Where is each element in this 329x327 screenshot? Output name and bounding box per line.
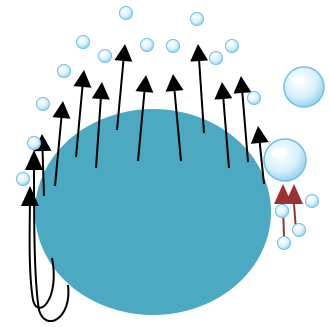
bubble-highlight xyxy=(271,148,287,158)
small-bubble xyxy=(27,136,41,150)
left-loop-arrowheads xyxy=(21,150,43,206)
arrow-shaft xyxy=(137,91,146,162)
small-bubble xyxy=(16,172,30,186)
bubble-highlight xyxy=(59,67,65,71)
arrow-shaft xyxy=(41,150,45,197)
arrow-shaft xyxy=(258,142,265,185)
bubble-highlight xyxy=(211,54,217,58)
small-bubble xyxy=(209,51,223,65)
arrowhead xyxy=(91,82,110,100)
small-bubble xyxy=(57,64,71,78)
small-bubble xyxy=(292,223,306,237)
arrowhead xyxy=(233,76,252,94)
bubble-highlight xyxy=(227,42,233,46)
bubble-highlight xyxy=(78,38,84,42)
small-bubble xyxy=(98,49,112,63)
small-bubble xyxy=(140,38,154,52)
bubble-highlight xyxy=(291,75,305,85)
bubble-highlight xyxy=(29,139,35,143)
large-bubble xyxy=(283,66,325,108)
small-bubble xyxy=(76,35,90,49)
upward-arrows xyxy=(33,44,269,197)
arrowhead xyxy=(52,101,71,119)
arrow-shaft xyxy=(241,92,249,163)
bubble-highlight xyxy=(307,197,313,201)
arrowhead xyxy=(114,44,133,62)
small-bubble xyxy=(36,97,50,111)
small-bubble xyxy=(305,194,319,208)
arrowhead xyxy=(250,126,269,144)
bubble-highlight xyxy=(249,94,255,98)
cell-body xyxy=(35,109,271,315)
arrowhead xyxy=(214,82,233,100)
small-bubble xyxy=(190,12,204,26)
arrow-shaft xyxy=(198,60,205,134)
bubble-highlight xyxy=(168,42,174,46)
arrowhead xyxy=(135,75,154,93)
bubble-highlight xyxy=(18,175,24,179)
arrow-shaft xyxy=(116,60,125,131)
small-bubble xyxy=(275,204,289,218)
small-bubble xyxy=(166,39,180,53)
arrow-shaft xyxy=(173,90,182,162)
bubble-highlight xyxy=(142,41,148,45)
bubble-highlight xyxy=(192,15,198,19)
arrow-shaft xyxy=(54,117,63,187)
large-bubble xyxy=(263,138,307,182)
small-bubble xyxy=(225,39,239,53)
loop-arrowhead-1 xyxy=(21,186,39,206)
bubble-highlight xyxy=(38,100,44,104)
red-arrowhead xyxy=(285,184,303,204)
bubble-highlight xyxy=(279,239,285,243)
arrow-shaft xyxy=(222,98,230,169)
bubbles xyxy=(16,6,325,250)
arrow-shaft xyxy=(95,98,102,169)
small-bubble xyxy=(247,91,261,105)
arrow-shaft xyxy=(75,86,84,158)
arrowhead xyxy=(73,70,92,88)
bubble-highlight xyxy=(277,207,283,211)
bubble-highlight xyxy=(121,9,127,13)
small-bubble xyxy=(277,236,291,250)
bubble-highlight xyxy=(100,52,106,56)
arrowhead xyxy=(165,74,184,92)
loop-arrow-2 xyxy=(33,164,70,322)
loop-arrow-1 xyxy=(28,196,55,309)
loop-arrowhead-2 xyxy=(25,150,43,170)
bubble-highlight xyxy=(294,226,300,230)
arrowhead xyxy=(190,44,209,62)
small-bubble xyxy=(119,6,133,20)
left-loop-arrows xyxy=(28,164,70,322)
